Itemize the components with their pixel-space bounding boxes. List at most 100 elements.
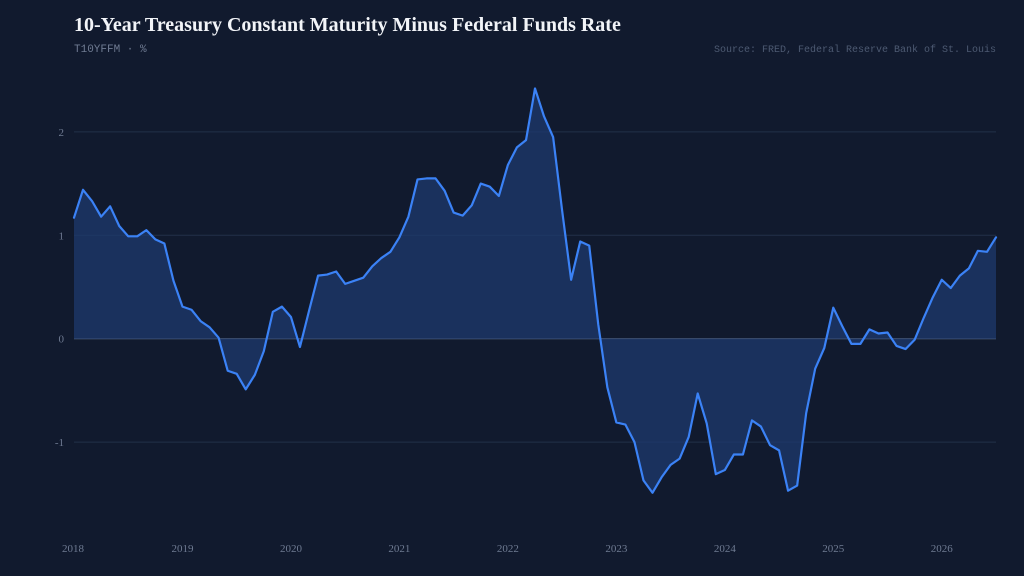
data-point <box>398 236 400 238</box>
data-point <box>145 229 147 231</box>
data-point <box>959 274 961 276</box>
data-point <box>480 182 482 184</box>
y-axis: 2 1 0 -1 <box>55 127 65 449</box>
data-point <box>570 279 572 281</box>
source-note: Source: FRED, Federal Reserve Bank of St… <box>713 45 996 56</box>
data-point <box>706 422 708 424</box>
data-point <box>335 270 337 272</box>
data-point <box>263 350 265 352</box>
data-point <box>516 146 518 148</box>
data-point <box>624 423 626 425</box>
data-point <box>452 211 454 213</box>
data-point <box>299 346 301 348</box>
data-point <box>778 449 780 451</box>
data-point <box>579 240 581 242</box>
data-point <box>715 473 717 475</box>
y-tick-label: 1 <box>59 230 65 242</box>
chart-subtitle: T10YFFM · % <box>74 44 147 56</box>
y-tick-label: -1 <box>55 437 64 449</box>
data-point <box>407 215 409 217</box>
data-point <box>281 305 283 307</box>
data-point <box>236 373 238 375</box>
data-point <box>968 267 970 269</box>
data-point <box>489 185 491 187</box>
data-point <box>100 215 102 217</box>
data-point <box>660 476 662 478</box>
line-layer <box>72 87 998 494</box>
data-point <box>552 136 554 138</box>
x-tick-label: 2018 <box>62 543 85 555</box>
data-point <box>832 306 834 308</box>
data-point <box>868 328 870 330</box>
data-point <box>615 421 617 423</box>
data-point <box>416 178 418 180</box>
data-point <box>163 242 165 244</box>
data-point <box>651 492 653 494</box>
data-point <box>543 115 545 117</box>
data-point <box>308 310 310 312</box>
data-point <box>995 236 997 238</box>
data-point <box>796 484 798 486</box>
data-point <box>787 490 789 492</box>
data-point <box>606 386 608 388</box>
x-tick-label: 2019 <box>171 543 194 555</box>
data-point <box>380 257 382 259</box>
data-point <box>199 320 201 322</box>
data-point <box>760 425 762 427</box>
data-point <box>217 336 219 338</box>
data-point <box>642 479 644 481</box>
x-tick-label: 2022 <box>497 543 519 555</box>
data-point <box>326 273 328 275</box>
data-point <box>588 244 590 246</box>
data-point <box>461 214 463 216</box>
data-point <box>190 309 192 311</box>
x-tick-label: 2026 <box>931 543 954 555</box>
data-point <box>950 287 952 289</box>
data-point <box>154 238 156 240</box>
data-point <box>941 279 943 281</box>
data-point <box>561 209 563 211</box>
data-point <box>688 436 690 438</box>
data-point <box>751 419 753 421</box>
x-tick-label: 2021 <box>388 543 410 555</box>
data-point <box>498 195 500 197</box>
data-point <box>904 348 906 350</box>
data-point <box>724 469 726 471</box>
data-point <box>986 251 988 253</box>
data-point <box>82 189 84 191</box>
data-point <box>913 339 915 341</box>
data-point <box>118 225 120 227</box>
data-point <box>127 235 129 237</box>
area-layer <box>74 88 996 493</box>
data-point <box>922 317 924 319</box>
data-point <box>895 345 897 347</box>
data-point <box>208 326 210 328</box>
data-point <box>272 311 274 313</box>
data-point <box>109 205 111 207</box>
data-point <box>507 164 509 166</box>
data-point <box>534 87 536 89</box>
y-tick-label: 2 <box>59 127 65 139</box>
data-point <box>678 457 680 459</box>
data-point <box>859 343 861 345</box>
data-point <box>425 177 427 179</box>
data-point <box>317 274 319 276</box>
x-tick-label: 2024 <box>714 543 737 555</box>
data-point <box>850 343 852 345</box>
data-point <box>525 139 527 141</box>
data-point <box>742 453 744 455</box>
data-point <box>136 235 138 237</box>
data-point <box>181 305 183 307</box>
data-point <box>254 374 256 376</box>
series-line <box>72 87 998 494</box>
chart-title: 10-Year Treasury Constant Maturity Minus… <box>74 14 621 36</box>
data-point <box>353 280 355 282</box>
x-tick-label: 2025 <box>822 543 845 555</box>
x-tick-label: 2020 <box>280 543 303 555</box>
series-area <box>74 88 996 493</box>
data-point <box>669 464 671 466</box>
data-point <box>805 412 807 414</box>
data-point <box>733 453 735 455</box>
